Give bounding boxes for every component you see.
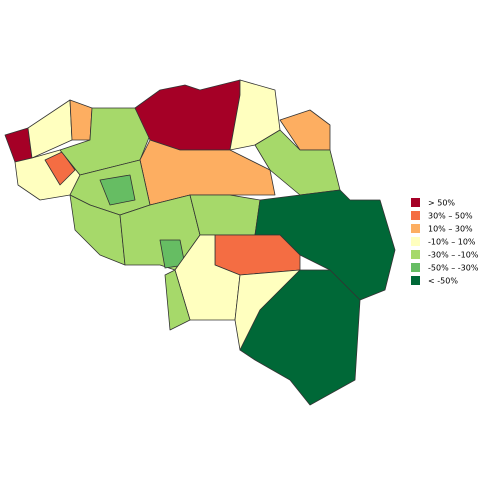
region	[174, 234, 241, 321]
legend-label: -10% – 10%	[428, 238, 476, 247]
legend-swatch	[411, 237, 420, 246]
region	[164, 269, 191, 331]
region	[279, 109, 331, 151]
region	[69, 99, 93, 141]
region	[99, 174, 136, 206]
legend-label: 30% – 50%	[428, 212, 473, 221]
legend-swatch	[411, 211, 420, 220]
region	[254, 129, 341, 196]
legend-label: < -50%	[428, 277, 458, 286]
legend-swatch	[411, 224, 420, 233]
regions	[4, 79, 396, 406]
legend-swatch	[411, 276, 420, 285]
region	[4, 127, 33, 163]
legend-swatch	[411, 198, 420, 207]
legend-label: > 50%	[428, 199, 455, 208]
legend-label: 10% – 30%	[428, 225, 473, 234]
legend-label: -30% – -10%	[428, 251, 479, 260]
region	[44, 151, 76, 186]
region	[189, 194, 261, 236]
legend-swatch	[411, 263, 420, 272]
legend: > 50% 30% – 50% 10% – 30% -10% – 10% -30% – …	[411, 198, 479, 286]
legend-swatch	[411, 250, 420, 259]
legend-label: -50% – -30%	[428, 264, 479, 273]
region	[134, 79, 241, 151]
region	[239, 269, 361, 406]
